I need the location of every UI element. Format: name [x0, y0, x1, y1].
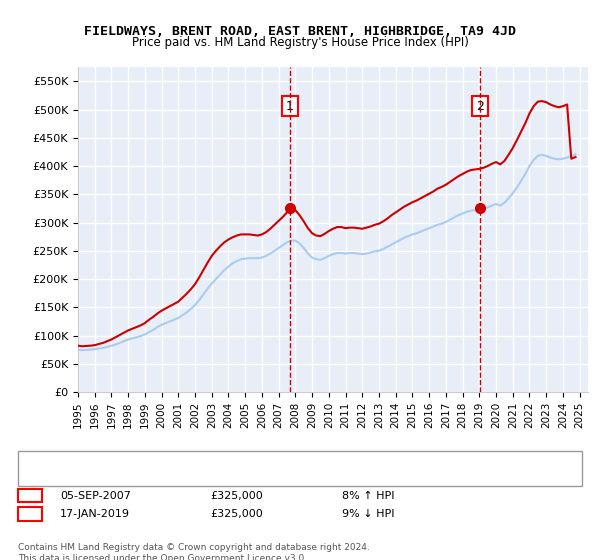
Text: Contains HM Land Registry data © Crown copyright and database right 2024.
This d: Contains HM Land Registry data © Crown c… [18, 543, 370, 560]
Text: HPI: Average price, detached house, Somerset: HPI: Average price, detached house, Some… [63, 471, 306, 481]
Text: HPI: Average price, detached house, Somerset: HPI: Average price, detached house, Some… [63, 471, 306, 481]
Text: 2: 2 [26, 509, 34, 519]
Text: FIELDWAYS, BRENT ROAD, EAST BRENT, HIGHBRIDGE, TA9 4JD: FIELDWAYS, BRENT ROAD, EAST BRENT, HIGHB… [84, 25, 516, 38]
Text: 1: 1 [286, 100, 294, 113]
Text: £325,000: £325,000 [210, 509, 263, 519]
Text: 05-SEP-2007: 05-SEP-2007 [60, 491, 131, 501]
Text: 8% ↑ HPI: 8% ↑ HPI [342, 491, 395, 501]
Text: 17-JAN-2019: 17-JAN-2019 [60, 509, 130, 519]
Text: 1: 1 [26, 491, 34, 501]
Text: FIELDWAYS, BRENT ROAD, EAST BRENT, HIGHBRIDGE, TA9 4JD (detached house): FIELDWAYS, BRENT ROAD, EAST BRENT, HIGHB… [63, 455, 482, 465]
Text: 9% ↓ HPI: 9% ↓ HPI [342, 509, 395, 519]
Text: 2: 2 [476, 100, 484, 113]
Text: Price paid vs. HM Land Registry's House Price Index (HPI): Price paid vs. HM Land Registry's House … [131, 36, 469, 49]
Text: FIELDWAYS, BRENT ROAD, EAST BRENT, HIGHBRIDGE, TA9 4JD (detached house): FIELDWAYS, BRENT ROAD, EAST BRENT, HIGHB… [63, 455, 482, 465]
Text: £325,000: £325,000 [210, 491, 263, 501]
